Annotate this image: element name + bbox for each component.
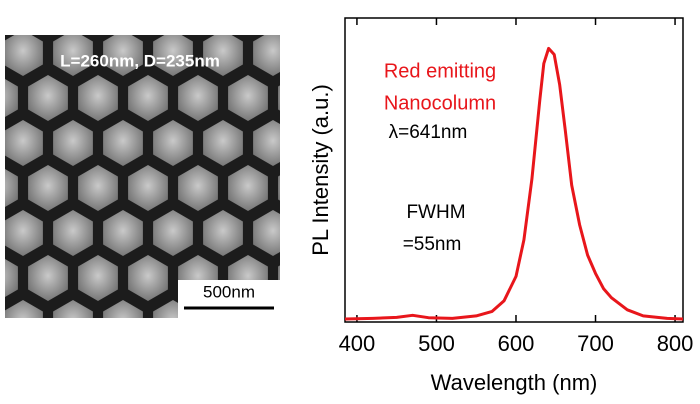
x-tick-label: 800 <box>657 331 694 356</box>
y-axis-label: PL Intensity (a.u.) <box>308 84 333 256</box>
hexagon <box>303 300 343 346</box>
x-tick-label: 600 <box>498 331 535 356</box>
annotation: FWHM <box>406 202 465 223</box>
hexagon <box>78 345 118 391</box>
hexagon <box>128 345 168 391</box>
annotation: λ=641nm <box>389 122 468 143</box>
hexagon <box>278 345 318 391</box>
x-axis-label: Wavelength (nm) <box>431 370 598 395</box>
hexagon <box>28 345 68 391</box>
hexagon <box>0 345 18 391</box>
annotation: =55nm <box>403 234 462 255</box>
hexagon <box>228 345 268 391</box>
hexagon <box>328 75 368 121</box>
scale-bar-label: 500nm <box>203 282 255 301</box>
x-tick-label: 700 <box>577 331 614 356</box>
sem-label: L=260nm, D=235nm <box>60 51 220 70</box>
figure: L=260nm, D=235nm 500nm Wavelength (nm) P… <box>0 0 700 399</box>
hexagon <box>303 30 343 76</box>
x-tick-label: 400 <box>339 331 376 356</box>
chart: Wavelength (nm) PL Intensity (a.u.) 400 5… <box>308 18 694 395</box>
hexagon <box>328 165 368 211</box>
hexagon <box>178 345 218 391</box>
spectrum-line <box>345 48 683 319</box>
hexagon <box>278 255 318 301</box>
hexagon <box>328 255 368 301</box>
annotation: Nanocolumn <box>384 92 496 114</box>
annotation: Red emitting <box>384 60 496 82</box>
x-tick-label: 500 <box>418 331 455 356</box>
